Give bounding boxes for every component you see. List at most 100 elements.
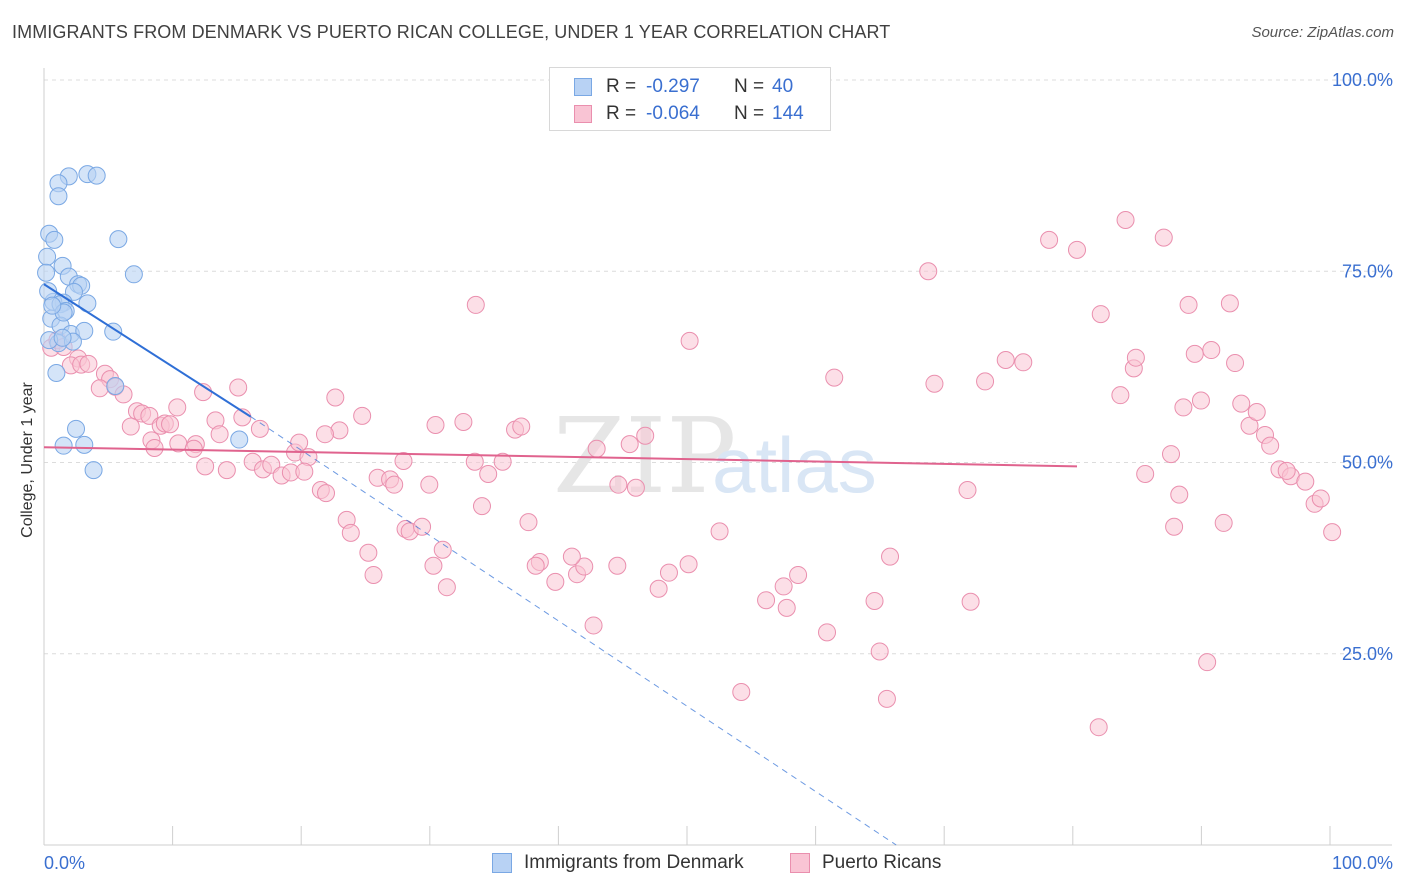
point-puerto-ricans xyxy=(526,556,545,575)
point-puerto-ricans xyxy=(424,556,443,575)
point-puerto-ricans xyxy=(961,592,980,611)
point-puerto-ricans xyxy=(420,475,439,494)
trend-lines xyxy=(43,283,1078,846)
point-puerto-ricans xyxy=(620,435,639,454)
point-puerto-ricans xyxy=(466,295,485,314)
point-puerto-ricans xyxy=(1040,230,1059,249)
point-puerto-ricans xyxy=(140,406,159,425)
point-puerto-ricans xyxy=(1220,294,1239,313)
point-puerto-ricans xyxy=(865,591,884,610)
point-puerto-ricans xyxy=(1174,398,1193,417)
series-legend: Immigrants from Denmark Puerto Ricans xyxy=(0,852,1406,878)
point-puerto-ricans xyxy=(295,462,314,481)
point-denmark xyxy=(43,296,62,315)
point-puerto-ricans xyxy=(1261,436,1280,455)
point-puerto-ricans xyxy=(359,543,378,562)
point-puerto-ricans xyxy=(479,464,498,483)
point-puerto-ricans xyxy=(465,452,484,471)
legend-r-value: -0.064 xyxy=(646,103,700,124)
point-puerto-ricans xyxy=(609,475,628,494)
trend-line-puerto-ricans xyxy=(43,446,1078,468)
legend-row-puerto-ricans: R = -0.064 N = 144 xyxy=(550,100,804,128)
point-puerto-ricans xyxy=(454,412,473,431)
point-puerto-ricans xyxy=(1091,305,1110,324)
legend-item-puerto-ricans: Puerto Ricans xyxy=(790,852,941,874)
point-puerto-ricans xyxy=(426,416,445,435)
point-puerto-ricans xyxy=(1247,403,1266,422)
point-denmark xyxy=(124,265,143,284)
legend-item-denmark: Immigrants from Denmark xyxy=(492,852,744,874)
source-label: Source: ZipAtlas.com xyxy=(1251,24,1394,41)
point-puerto-ricans xyxy=(1162,445,1181,464)
legend-swatch-blue xyxy=(574,78,592,96)
point-puerto-ricans xyxy=(584,616,603,635)
point-denmark xyxy=(49,187,68,206)
point-puerto-ricans xyxy=(168,398,187,417)
point-denmark xyxy=(53,328,72,347)
legend-n-label: N = xyxy=(734,103,765,124)
gridlines xyxy=(44,79,1392,655)
point-puerto-ricans xyxy=(250,419,269,438)
point-puerto-ricans xyxy=(121,417,140,436)
point-puerto-ricans xyxy=(1226,354,1245,373)
point-denmark xyxy=(75,321,94,340)
point-puerto-ricans xyxy=(774,577,793,596)
point-puerto-ricans xyxy=(1116,210,1135,229)
point-denmark xyxy=(230,430,249,449)
point-denmark xyxy=(45,230,64,249)
point-puerto-ricans xyxy=(196,457,215,476)
legend-r-label: R = xyxy=(606,76,637,97)
legend-n-value: 40 xyxy=(772,76,794,97)
point-puerto-ricans xyxy=(1185,344,1204,363)
point-puerto-ricans xyxy=(996,350,1015,369)
point-puerto-ricans xyxy=(925,374,944,393)
point-denmark xyxy=(67,419,86,438)
point-puerto-ricans xyxy=(1179,295,1198,314)
point-puerto-ricans xyxy=(519,513,538,532)
point-puerto-ricans xyxy=(1170,485,1189,504)
point-puerto-ricans xyxy=(649,579,668,598)
point-puerto-ricans xyxy=(919,262,938,281)
point-puerto-ricans xyxy=(79,354,98,373)
point-puerto-ricans xyxy=(825,368,844,387)
legend-r-value: -0.297 xyxy=(646,76,700,97)
legend-label-puerto-ricans: Puerto Ricans xyxy=(822,852,942,873)
y-tick-label: 50.0% xyxy=(1342,453,1393,473)
point-puerto-ricans xyxy=(90,379,109,398)
point-puerto-ricans xyxy=(1296,472,1315,491)
point-puerto-ricans xyxy=(210,425,229,444)
point-puerto-ricans xyxy=(1165,517,1184,536)
point-puerto-ricans xyxy=(1323,523,1342,542)
point-denmark xyxy=(84,461,103,480)
watermark-atlas: atlas xyxy=(712,421,877,509)
point-puerto-ricans xyxy=(184,439,203,458)
legend-label-denmark: Immigrants from Denmark xyxy=(524,852,744,873)
point-puerto-ricans xyxy=(881,547,900,566)
point-puerto-ricans xyxy=(1014,353,1033,372)
series-puerto-ricans xyxy=(42,210,1342,737)
y-tick-label: 25.0% xyxy=(1342,644,1393,664)
point-puerto-ricans xyxy=(575,557,594,576)
point-puerto-ricans xyxy=(818,623,837,642)
legend-n-label: N = xyxy=(734,76,765,97)
legend-swatch-pink xyxy=(574,105,592,123)
point-puerto-ricans xyxy=(341,523,360,542)
point-denmark xyxy=(104,322,123,341)
point-denmark xyxy=(54,436,73,455)
point-denmark xyxy=(87,166,106,185)
point-puerto-ricans xyxy=(789,565,808,584)
point-puerto-ricans xyxy=(217,461,236,480)
trend-line-denmark xyxy=(43,283,252,418)
point-puerto-ricans xyxy=(145,438,164,457)
point-puerto-ricans xyxy=(413,517,432,536)
chart-title: IMMIGRANTS FROM DENMARK VS PUERTO RICAN … xyxy=(12,22,891,42)
point-puerto-ricans xyxy=(626,478,645,497)
point-denmark xyxy=(109,230,128,249)
point-puerto-ricans xyxy=(546,572,565,591)
point-puerto-ricans xyxy=(587,439,606,458)
point-puerto-ricans xyxy=(608,556,627,575)
y-tick-label: 75.0% xyxy=(1342,261,1393,281)
y-tick-label: 100.0% xyxy=(1332,70,1393,90)
point-puerto-ricans xyxy=(433,540,452,559)
